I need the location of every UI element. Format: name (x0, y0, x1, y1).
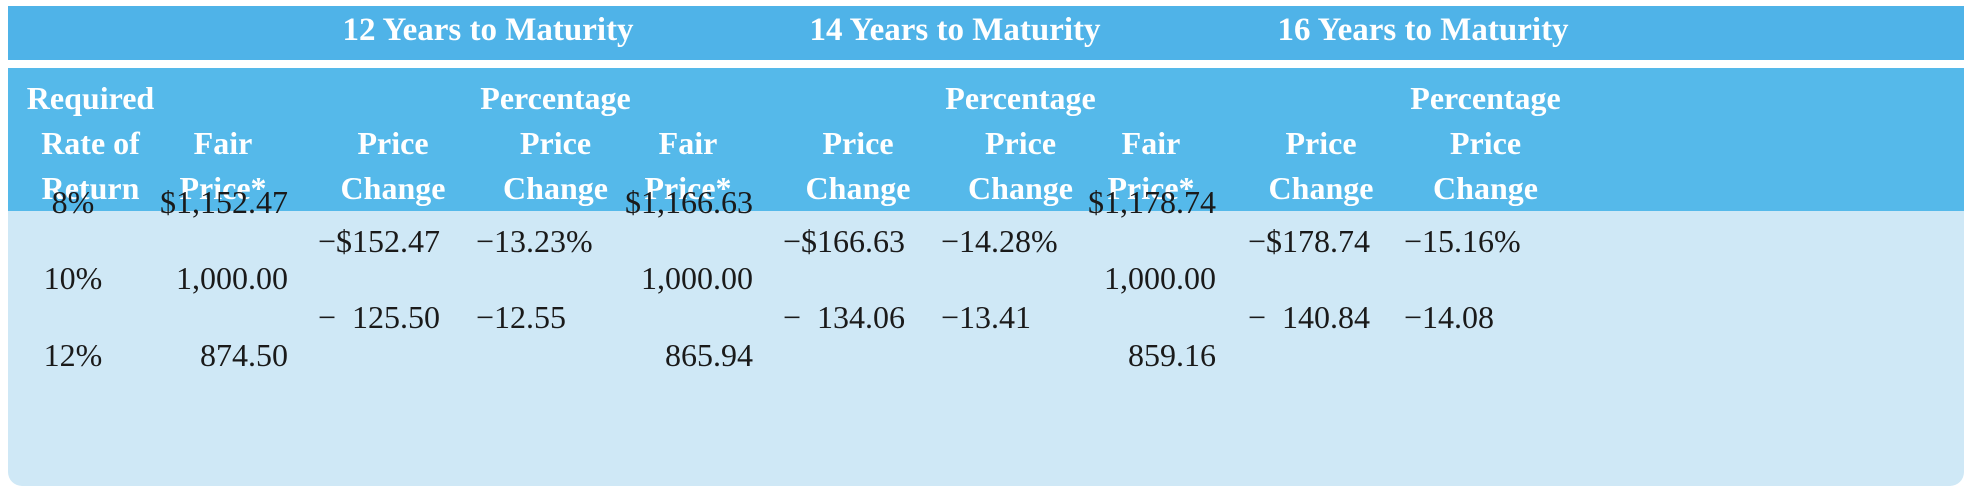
rate-10: 10% (43, 260, 103, 296)
price-change-header-16: Price Change (1241, 121, 1401, 211)
price-change-header-16-line-2: Change (1268, 170, 1374, 206)
fair-price-header-12: Fair Price* (158, 121, 288, 211)
fair-price-header-16-line-1: Fair (1121, 125, 1181, 161)
group-title-14: 14 Years to Maturity (809, 12, 1101, 48)
price-change-header-12-line-2: Change (340, 170, 446, 206)
pct-change-header-14: Percentage Price Change (913, 76, 1128, 211)
maturity-title-band (8, 6, 1964, 60)
pct-change-header-16-line-1: Percentage (1410, 80, 1561, 116)
pct-change-16-b: −14.08 (1404, 299, 1495, 335)
group-title-16: 16 Years to Maturity (1277, 12, 1569, 48)
price-change-header-14: Price Change (778, 121, 938, 211)
fair-price-header-12-line-2: Price* (179, 170, 267, 206)
rate-header-line-3: Return (41, 170, 140, 206)
fair-price-12-r10: 1,000.00 (176, 260, 288, 296)
pct-change-14-a: −14.28% (941, 223, 1058, 259)
pct-change-header-16-line-2: Price (1449, 125, 1522, 161)
price-change-14-a: −$166.63 (783, 223, 906, 259)
pct-change-12-a: −13.23% (476, 223, 593, 259)
pct-change-14-b: −13.41 (941, 299, 1032, 335)
price-change-header-16-line-1: Price (1285, 125, 1357, 161)
bond-price-table: 12 Years to Maturity 14 Years to Maturit… (8, 6, 1964, 486)
pct-change-header-14-line-2: Price (984, 125, 1057, 161)
pct-change-header-14-line-3: Change (968, 170, 1073, 206)
price-change-12-b: − 125.50 (318, 299, 441, 335)
pct-change-header-12-line-3: Change (503, 170, 608, 206)
price-change-header-12: Price Change (313, 121, 473, 211)
pct-change-header-14-line-1: Percentage (945, 80, 1096, 116)
fair-price-16-r12: 859.16 (1128, 337, 1216, 373)
pct-change-header-12-line-2: Price (519, 125, 592, 161)
price-change-14-b: − 134.06 (783, 299, 906, 335)
fair-price-12-r12: 874.50 (200, 337, 288, 373)
price-change-12-a: −$152.47 (318, 223, 441, 259)
fair-price-header-16: Fair Price* (1086, 121, 1216, 211)
fair-price-14-r12: 865.94 (665, 337, 753, 373)
fair-price-14-r8: $1,166.63 (625, 184, 753, 220)
pct-change-16-a: −15.16% (1404, 223, 1521, 259)
fair-price-header-14-line-2: Price* (644, 170, 732, 206)
pct-change-12-b: −12.55 (476, 299, 567, 335)
fair-price-header-12-line-1: Fair (193, 125, 253, 161)
fair-price-header-16-line-2: Price* (1107, 170, 1195, 206)
price-change-16-a: −$178.74 (1248, 223, 1371, 259)
rate-header-line-1: Required (26, 80, 155, 116)
pct-change-header-16: Percentage Price Change (1378, 76, 1593, 211)
rate-header-line-2: Rate of (41, 125, 140, 161)
pct-change-header-12-line-1: Percentage (480, 80, 631, 116)
rate-12: 12% (43, 337, 103, 373)
rate-header: Required Rate of Return (8, 76, 173, 211)
pct-change-header-16-line-3: Change (1433, 170, 1538, 206)
fair-price-header-14-line-1: Fair (658, 125, 718, 161)
rate-8: 8% (51, 184, 95, 220)
divider (8, 60, 1964, 68)
pct-change-header-12: Percentage Price Change (448, 76, 663, 211)
group-title-12: 12 Years to Maturity (342, 12, 634, 48)
fair-price-12-r8: $1,152.47 (160, 184, 288, 220)
fair-price-16-r10: 1,000.00 (1104, 260, 1216, 296)
fair-price-14-r10: 1,000.00 (641, 260, 753, 296)
price-change-header-14-line-2: Change (805, 170, 911, 206)
price-change-16-b: − 140.84 (1248, 299, 1371, 335)
fair-price-16-r8: $1,178.74 (1088, 184, 1216, 220)
column-header-band (8, 68, 1964, 211)
fair-price-header-14: Fair Price* (623, 121, 753, 211)
price-change-header-14-line-1: Price (822, 125, 894, 161)
price-change-header-12-line-1: Price (357, 125, 429, 161)
